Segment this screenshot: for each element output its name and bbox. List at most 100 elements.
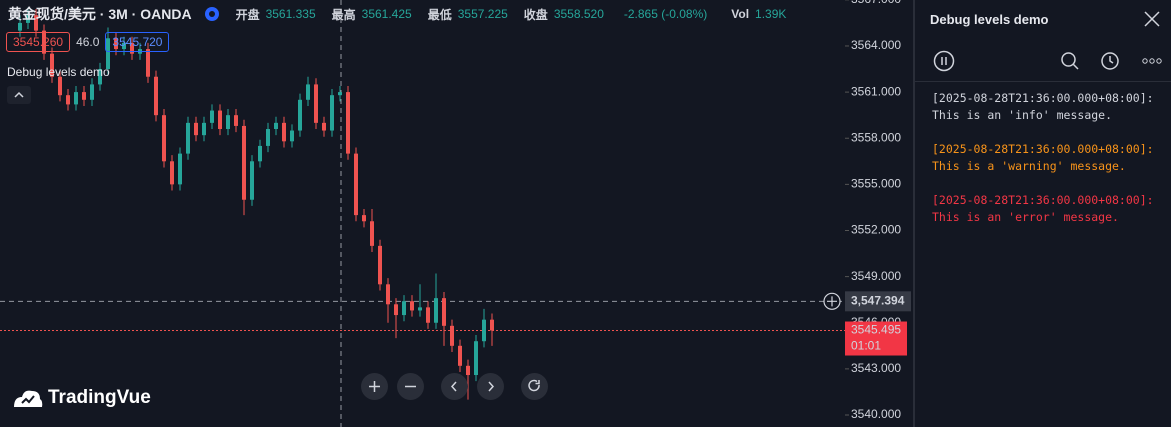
y-tick-label: 3567.000 [851, 0, 901, 6]
candle-body [18, 22, 22, 31]
ohlc-value: 3561.335 [265, 7, 316, 21]
candle-body [418, 307, 422, 311]
candle-body [378, 245, 382, 285]
panel-title: Debug levels demo [930, 12, 1049, 27]
bid: 3545.260 [6, 32, 71, 52]
candle-body [250, 161, 254, 200]
candle-body [338, 92, 342, 96]
candle-body [458, 345, 462, 366]
log-entry: [2025-08-28T21:36:00.000+08:00]: This is … [932, 141, 1154, 175]
overlay-title: Debug levels demo [7, 65, 110, 79]
candle-body [362, 215, 366, 222]
quote: 3545.260 46.0 3545.720 [6, 32, 170, 52]
last-label-bg [845, 321, 907, 356]
candle-body [354, 153, 358, 216]
search[interactable] [1060, 51, 1080, 71]
ohlc-label: 最低 [427, 7, 452, 22]
candle-body [42, 30, 46, 54]
scroll-left[interactable] [441, 373, 468, 400]
history[interactable] [1100, 51, 1120, 71]
candle-body [58, 76, 62, 96]
last-price-label: 3545.495 [851, 323, 901, 337]
candle-body [170, 161, 174, 185]
candle-body [370, 221, 374, 246]
candle-body [90, 84, 94, 100]
candle-body [242, 125, 246, 200]
log-entry: [2025-08-28T21:36:00.000+08:00]: This is … [932, 90, 1154, 124]
candle-body [34, 15, 38, 31]
ask: 3545.720 [105, 32, 170, 52]
candle-body [146, 49, 150, 77]
log-entry: [2025-08-28T21:36:00.000+08:00]: This is … [932, 192, 1154, 226]
candle-body [130, 42, 134, 54]
log-time: [2025-08-28T21:36:00.000+08:00]: [932, 193, 1154, 207]
ohlc-label: 收盘 [523, 7, 548, 22]
candle-body [346, 92, 350, 154]
crosshair-label-bg [845, 291, 911, 312]
candle-body [266, 129, 270, 146]
zoom-out[interactable] [397, 373, 424, 400]
candle-body [106, 38, 110, 70]
candle-body [306, 84, 310, 100]
candle-body [474, 341, 478, 376]
candle-body [442, 298, 446, 326]
chart: 3540.0003543.0003546.0003549.0003552.000… [0, 0, 914, 427]
ohlc-label: 最高 [331, 7, 356, 22]
log-list: [2025-08-28T21:36:00.000+08:00]: This is … [932, 90, 1154, 243]
candle-body [330, 95, 334, 131]
candle-body [122, 42, 126, 50]
close[interactable] [1143, 10, 1161, 28]
ohlc-value: 3558.520 [553, 7, 604, 21]
log-time: [2025-08-28T21:36:00.000+08:00]: [932, 91, 1154, 105]
brand-name: TradingVue [48, 387, 151, 408]
y-tick-label: 3543.000 [851, 361, 901, 375]
candle-body [50, 53, 54, 77]
change: -2.865 (-0.08%) [623, 7, 708, 21]
reset[interactable] [521, 373, 548, 400]
crosshair-label: 3,547.394 [851, 293, 905, 307]
vol-label: Vol [731, 7, 750, 21]
y-tick-label: 3540.000 [851, 407, 901, 421]
more[interactable] [1141, 56, 1163, 66]
collapse-button[interactable] [7, 86, 31, 104]
candle-body [218, 110, 222, 130]
candle-body [162, 115, 166, 162]
candle-body [410, 301, 414, 311]
candle-body [82, 92, 86, 100]
candle-body [450, 325, 454, 346]
zoom-in[interactable] [361, 373, 388, 400]
candle-body [178, 153, 182, 185]
log-message: This is a 'warning' message. [932, 159, 1126, 173]
ohlc-value: 3557.225 [457, 7, 508, 21]
candle-body [466, 365, 470, 376]
y-tick-label: 3564.000 [851, 38, 901, 52]
legend: 黄金现货/美元 · 3M · OANDA 开盘 3561.335 最高 3561.4… [8, 4, 786, 24]
candle-body [402, 301, 406, 316]
candle-body [154, 76, 158, 116]
spread: 46.0 [76, 35, 100, 49]
pause[interactable] [933, 50, 955, 72]
log-time: [2025-08-28T21:36:00.000+08:00]: [932, 142, 1154, 156]
candle-body [386, 284, 390, 305]
candle-body [314, 84, 318, 123]
candle-body [98, 69, 102, 85]
candle-body [234, 115, 238, 126]
ohlc-label: 开盘 [235, 7, 260, 22]
brand: TradingVue [12, 387, 151, 409]
candle-body [298, 99, 302, 131]
candle-body [482, 319, 486, 342]
y-tick-label: 3549.000 [851, 269, 901, 283]
scroll-right[interactable] [477, 373, 504, 400]
y-tick-label: 3555.000 [851, 177, 901, 191]
y-tick-label: 3561.000 [851, 84, 901, 98]
candle-body [426, 307, 430, 323]
log-message: This is an 'info' message. [932, 108, 1113, 122]
ohlc-value: 3561.425 [361, 7, 412, 21]
candle-body [114, 38, 118, 50]
candle-body [434, 298, 438, 323]
debug-panel: Debug levels demo [2025-08-28T21:36:00.0… [914, 0, 1171, 427]
candle-body [202, 122, 206, 136]
candle-body [210, 110, 214, 123]
candle-body [322, 122, 326, 131]
